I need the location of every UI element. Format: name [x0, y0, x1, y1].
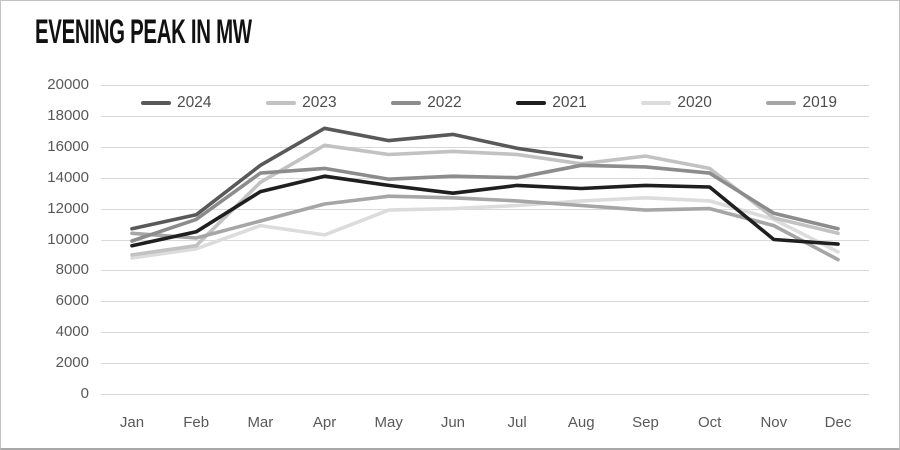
x-axis-tick-label: Dec [824, 414, 852, 431]
y-axis-tick-label: 18000 [47, 106, 89, 124]
legend-swatch-icon [766, 101, 797, 105]
x-axis-tick-label: Nov [760, 414, 788, 431]
legend-item-2022: 2022 [391, 94, 462, 112]
legend-item-label: 2019 [802, 94, 837, 111]
legend-swatch-icon [391, 101, 422, 105]
legend-swatch-icon [641, 101, 672, 105]
x-axis-tick-label: Jan [119, 414, 145, 431]
x-axis-tick-label: Sep [632, 414, 659, 431]
legend-swatch-icon [516, 101, 547, 105]
series-line-2020 [130, 196, 840, 260]
legend-item-2023: 2023 [266, 94, 337, 112]
y-axis-tick-label: 8000 [55, 261, 89, 279]
legend-swatch-icon [266, 101, 297, 105]
y-axis-tick-label: 12000 [47, 199, 89, 217]
y-axis-tick-label: 0 [80, 385, 89, 402]
x-axis-tick-label: Jun [440, 414, 465, 431]
series-line-2024 [130, 126, 584, 231]
legend-item-label: 2024 [177, 94, 212, 111]
x-axis-tick-label: Oct [697, 414, 722, 431]
legend-item-2019: 2019 [766, 94, 837, 112]
legend: 2024 2023 2022 2021 2020 2019 [141, 93, 837, 113]
x-axis-tick-label: May [374, 414, 403, 431]
chart-title: EVENING PEAK IN MW [35, 13, 252, 51]
legend-swatch-icon [141, 101, 171, 105]
legend-item-2020: 2020 [641, 94, 712, 112]
y-axis-tick-label: 2000 [55, 354, 89, 372]
y-axis-tick-label: 6000 [55, 292, 89, 310]
x-axis-tick-label: Apr [312, 414, 337, 431]
y-axis-tick-label: 16000 [47, 137, 89, 155]
series-line-2021 [130, 174, 840, 248]
x-axis-tick-label: Aug [567, 414, 595, 431]
y-axis-tick-label: 20000 [47, 76, 89, 93]
legend-item-label: 2020 [677, 94, 712, 111]
series-line-2019 [130, 194, 840, 262]
x-axis-tick-label: Jul [507, 414, 527, 431]
legend-item-label: 2022 [427, 94, 462, 111]
legend-item-2024: 2024 [141, 94, 211, 112]
x-axis-tick-label: Mar [247, 414, 274, 431]
y-axis-tick-label: 14000 [47, 168, 89, 186]
legend-item-label: 2023 [302, 94, 337, 111]
series-line-2022 [130, 163, 840, 243]
series-line-2023 [130, 143, 840, 257]
y-axis-tick-label: 10000 [47, 230, 89, 248]
legend-item-label: 2021 [552, 94, 587, 111]
y-axis-tick-label: 4000 [55, 323, 89, 341]
x-axis-tick-label: Feb [183, 414, 210, 431]
legend-item-2021: 2021 [516, 94, 587, 112]
